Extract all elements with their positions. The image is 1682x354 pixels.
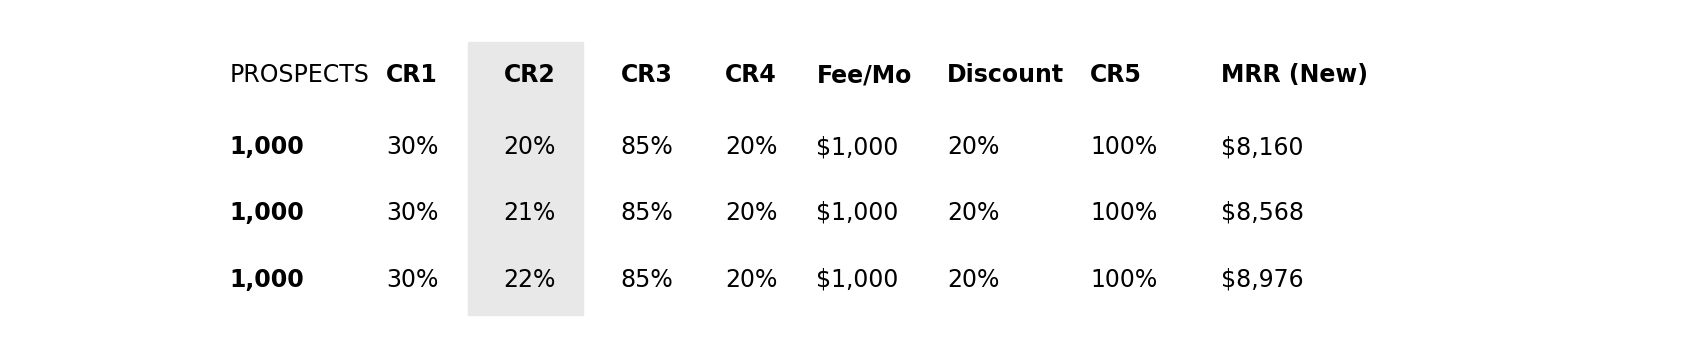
- Text: 1,000: 1,000: [230, 268, 304, 292]
- Text: 100%: 100%: [1090, 268, 1157, 292]
- Text: $8,160: $8,160: [1221, 136, 1304, 159]
- Bar: [468, 42, 584, 315]
- Text: 20%: 20%: [947, 136, 999, 159]
- Text: 85%: 85%: [621, 201, 673, 225]
- Text: 30%: 30%: [387, 268, 439, 292]
- Text: $1,000: $1,000: [816, 136, 898, 159]
- Text: 30%: 30%: [387, 201, 439, 225]
- Text: $1,000: $1,000: [816, 201, 898, 225]
- Text: CR1: CR1: [387, 63, 437, 87]
- Text: CR4: CR4: [725, 63, 777, 87]
- Text: 100%: 100%: [1090, 136, 1157, 159]
- Text: $1,000: $1,000: [816, 268, 898, 292]
- Text: CR5: CR5: [1090, 63, 1142, 87]
- Text: $8,568: $8,568: [1221, 201, 1304, 225]
- Text: Fee/Mo: Fee/Mo: [816, 63, 912, 87]
- Text: Discount: Discount: [947, 63, 1065, 87]
- Text: 22%: 22%: [503, 268, 557, 292]
- Text: 100%: 100%: [1090, 201, 1157, 225]
- Text: CR3: CR3: [621, 63, 673, 87]
- Text: 1,000: 1,000: [230, 201, 304, 225]
- Text: 20%: 20%: [725, 136, 777, 159]
- Text: 30%: 30%: [387, 136, 439, 159]
- Text: 20%: 20%: [947, 201, 999, 225]
- Text: 20%: 20%: [503, 136, 557, 159]
- Text: $8,976: $8,976: [1221, 268, 1304, 292]
- Text: 21%: 21%: [503, 201, 555, 225]
- Text: 85%: 85%: [621, 268, 673, 292]
- Text: 20%: 20%: [947, 268, 999, 292]
- Text: 85%: 85%: [621, 136, 673, 159]
- Text: 1,000: 1,000: [230, 136, 304, 159]
- Text: MRR (New): MRR (New): [1221, 63, 1367, 87]
- Text: PROSPECTS: PROSPECTS: [230, 63, 370, 87]
- Text: CR2: CR2: [503, 63, 555, 87]
- Text: 20%: 20%: [725, 201, 777, 225]
- Text: 20%: 20%: [725, 268, 777, 292]
